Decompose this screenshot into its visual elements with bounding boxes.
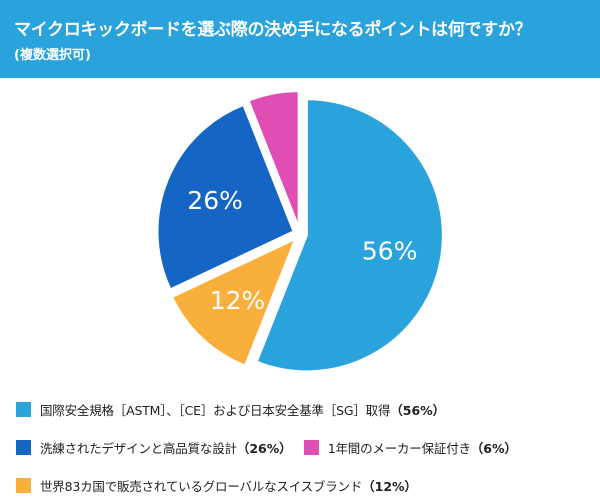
legend-swatch-swiss — [16, 477, 31, 493]
legend-label-warranty: 1年間のメーカー保証付き — [327, 440, 471, 456]
chart-title: マイクロキックボードを選ぶ際の決め手になるポイントは何ですか？ — [14, 20, 532, 40]
legend-label-design: 洗練されたデザインと高品質な設計 — [40, 440, 237, 456]
legend-item-warranty: 1年間のメーカー保証付き （6%） — [303, 438, 518, 457]
legend-label-swiss: 世界83カ国で販売されているグローバルなスイスブランド — [40, 478, 363, 494]
pie-label-design: 26% — [187, 186, 243, 215]
pie-slice-astm — [255, 98, 444, 373]
legend-item-design: 洗練されたデザインと高品質な設計 （26%） — [16, 438, 292, 457]
legend: 国際安全規格［ASTM］、［CE］および日本安全基準［SG］取得 （56%） 洗… — [16, 390, 596, 504]
legend-label-astm: 国際安全規格［ASTM］、［CE］および日本安全基準［SG］取得 — [40, 402, 391, 418]
pie-label-astm: 56% — [362, 237, 418, 266]
legend-pct-warranty: （6%） — [470, 440, 518, 456]
legend-item-swiss: 世界83カ国で販売されているグローバルなスイスブランド （12%） — [16, 476, 417, 495]
pie-label-swiss: 12% — [210, 286, 266, 315]
pie-slice-design — [156, 103, 295, 291]
legend-pct-design: （26%） — [236, 440, 292, 456]
pie-chart: 56% 12% 26% — [156, 90, 444, 373]
legend-row: 世界83カ国で販売されているグローバルなスイスブランド （12%） — [16, 466, 596, 504]
legend-swatch-astm — [16, 401, 31, 417]
chart-header: マイクロキックボードを選ぶ際の決め手になるポイントは何ですか？ (複数選択可) — [0, 0, 600, 78]
legend-swatch-design — [16, 439, 31, 455]
pie-slice-swiss — [170, 237, 298, 367]
legend-row: 洗練されたデザインと高品質な設計 （26%） 1年間のメーカー保証付き （6%） — [16, 428, 596, 466]
legend-pct-astm: （56%） — [390, 402, 446, 418]
legend-swatch-warranty — [303, 439, 319, 455]
chart-subtitle: (複数選択可) — [14, 48, 91, 63]
legend-pct-swiss: （12%） — [362, 478, 418, 494]
legend-row: 国際安全規格［ASTM］、［CE］および日本安全基準［SG］取得 （56%） — [16, 390, 596, 428]
legend-item-astm: 国際安全規格［ASTM］、［CE］および日本安全基準［SG］取得 （56%） — [16, 400, 445, 419]
pie-slice-warranty — [247, 90, 300, 228]
